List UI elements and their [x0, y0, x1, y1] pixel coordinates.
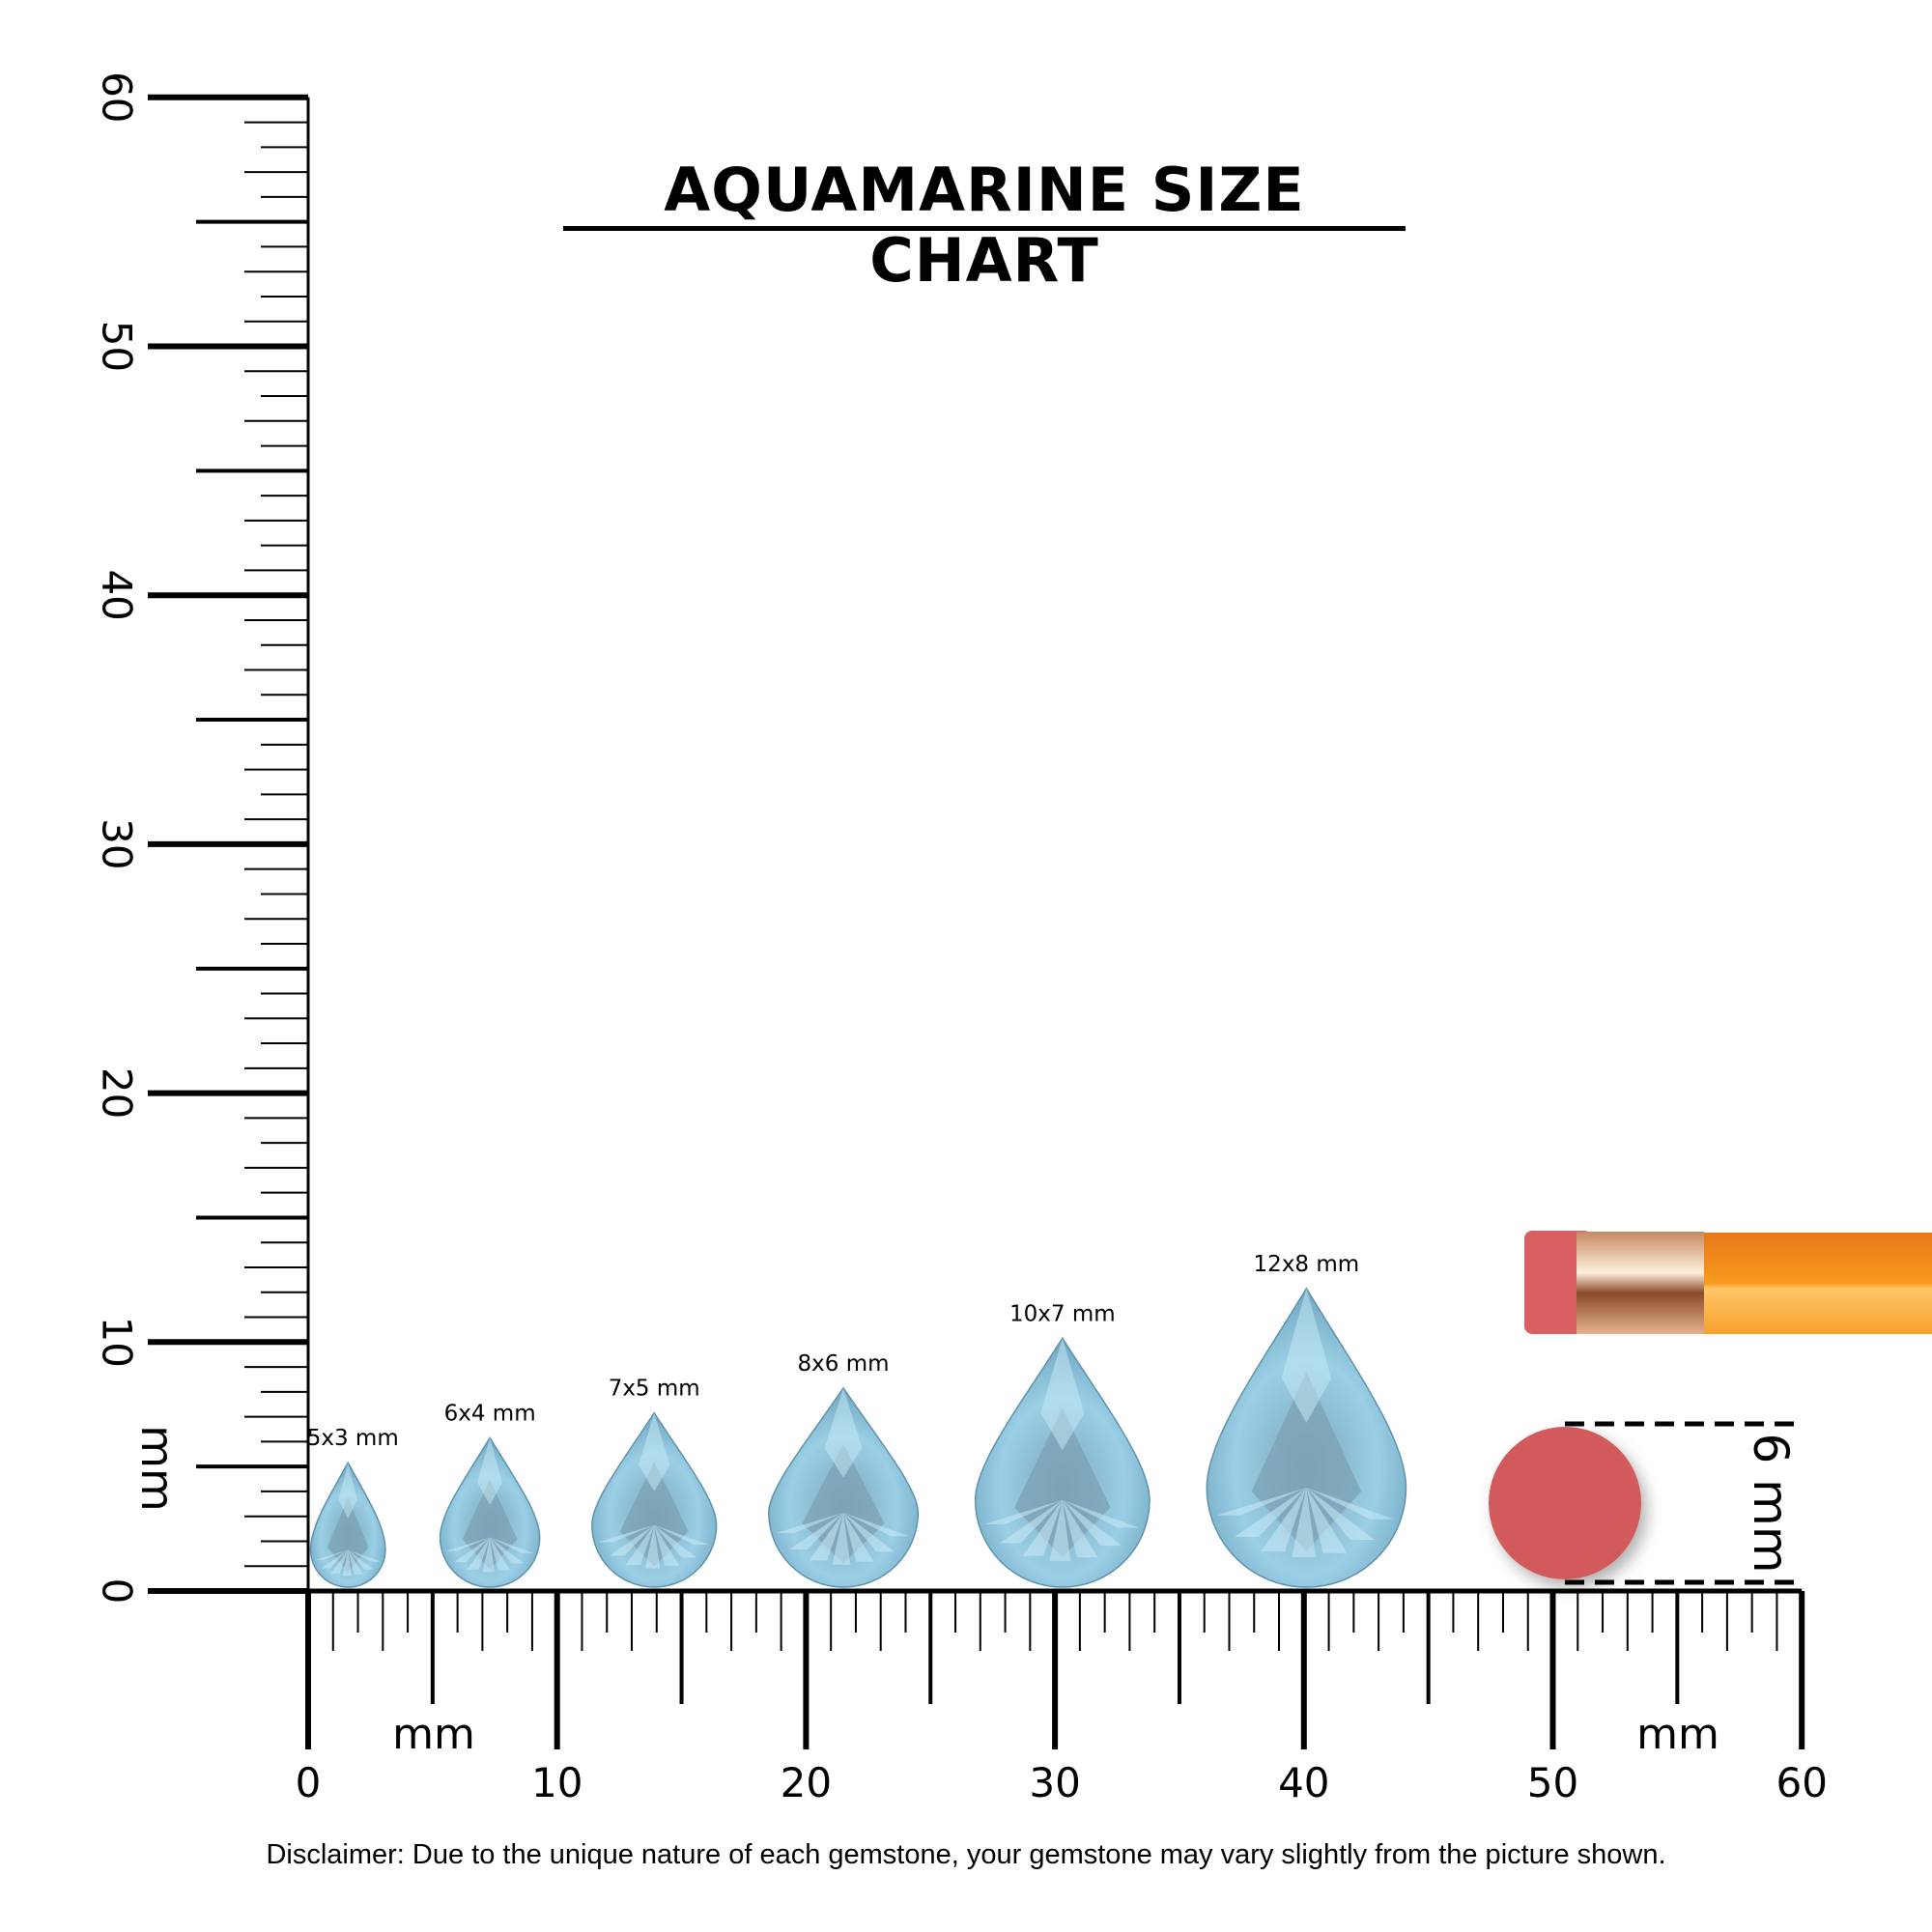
horizontal-tick-label: 10 [531, 1759, 582, 1806]
gem-facet [1040, 1338, 1085, 1451]
gem-facet [1062, 1499, 1122, 1547]
gem-facet [490, 1537, 525, 1564]
horizontal-unit-label: mm [1636, 1710, 1719, 1759]
gem-facet [477, 1437, 503, 1505]
gem-facet [1216, 1487, 1307, 1516]
gem-row: 5x3 mm 6x4 mm 7x5 mm 8x6 mm 10x7 mm 12x8 mm [307, 1252, 1407, 1588]
horizontal-tick-label: 40 [1278, 1759, 1329, 1806]
gem-facet [1261, 1487, 1307, 1552]
pencil-body [1704, 1233, 1932, 1334]
vertical-tick-label: 60 [94, 71, 141, 123]
horizontal-tick-label: 50 [1527, 1759, 1578, 1806]
gem-facet [999, 1499, 1063, 1544]
pencil-image [1524, 1231, 1932, 1334]
gem-facet [348, 1549, 364, 1575]
gem-facet [1281, 1288, 1332, 1423]
gem-facet [824, 1387, 863, 1478]
gem-facet [490, 1537, 534, 1553]
gem-facet [348, 1549, 382, 1562]
gem-facet [832, 1512, 851, 1565]
gem-facet [1306, 1487, 1348, 1553]
vertical-unit-label: mm [131, 1425, 184, 1512]
gem-facet [789, 1512, 844, 1549]
gem-size-label: 7x5 mm [609, 1377, 700, 1402]
gem-facet [1306, 1487, 1394, 1520]
gem-facet [482, 1537, 495, 1573]
gem-facet [609, 1524, 655, 1556]
vertical-tick-label: 50 [94, 321, 141, 372]
gem-size-label: 5x3 mm [307, 1426, 399, 1451]
gem-facet [1062, 1499, 1098, 1558]
disclaimer-text: Disclaimer: Due to the unique nature of … [266, 1839, 1666, 1870]
gem-size-label: 8x6 mm [798, 1351, 890, 1377]
gem-size-label: 12x8 mm [1254, 1252, 1360, 1277]
gem-facet [490, 1537, 511, 1571]
gem-facet [843, 1512, 895, 1552]
gem-facet [453, 1537, 491, 1562]
gem-facet [625, 1524, 655, 1565]
gem-facet [338, 1463, 357, 1520]
horizontal-tick-label: 0 [296, 1759, 322, 1806]
gem-facet [467, 1537, 491, 1570]
gem-facet [342, 1549, 352, 1577]
gem-item: 12x8 mm [1206, 1252, 1407, 1588]
page-title: AQUAMARINE SIZE CHART [664, 155, 1305, 296]
gem-facet [776, 1512, 844, 1534]
gem-facet [1292, 1487, 1316, 1558]
vertical-tick-label: 10 [94, 1317, 141, 1368]
gem-facet [809, 1512, 844, 1561]
gem-facet [330, 1549, 349, 1575]
gem-facet [348, 1549, 374, 1570]
reference-size-label: 6 mm [1743, 1433, 1799, 1573]
gem-facet [654, 1524, 709, 1546]
pencil-ferrule [1577, 1232, 1704, 1334]
gem-facet [843, 1512, 909, 1537]
gem-facet [644, 1524, 661, 1569]
eraser-reference-circle [1489, 1427, 1641, 1579]
vertical-tick-label: 20 [94, 1067, 141, 1119]
gem-item: 8x6 mm [767, 1351, 920, 1588]
vertical-tick-label: 40 [94, 569, 141, 620]
pencil-eraser [1524, 1231, 1592, 1334]
gem-size-label: 6x4 mm [444, 1401, 536, 1426]
horizontal-tick-label: 30 [1029, 1759, 1080, 1806]
gem-facet [654, 1524, 680, 1567]
gem-facet [1235, 1487, 1307, 1537]
gem-item: 6x4 mm [439, 1401, 541, 1588]
horizontal-tick-label: 20 [781, 1759, 832, 1806]
vertical-tick-label: 30 [94, 818, 141, 869]
gem-facet [1022, 1499, 1063, 1556]
gem-item: 5x3 mm [307, 1426, 399, 1588]
gem-facet [1306, 1487, 1375, 1541]
gem-facet [843, 1512, 874, 1562]
horizontal-unit-label: mm [392, 1710, 475, 1759]
gem-facet [598, 1524, 655, 1543]
gem-facet [983, 1499, 1063, 1524]
gem-item: 10x7 mm [974, 1301, 1151, 1588]
horizontal-ruler: 0 10 20 30 40 50 60 mm mm [148, 1588, 1828, 1806]
vertical-ruler: 0 10 20 30 40 50 60 mm [94, 71, 310, 1605]
gem-item: 7x5 mm [591, 1377, 718, 1588]
gem-facet [314, 1549, 349, 1561]
gem-facet [321, 1549, 349, 1569]
gem-facet [444, 1537, 491, 1551]
gem-facet [654, 1524, 697, 1558]
horizontal-tick-label: 60 [1776, 1759, 1827, 1806]
gem-facet [1049, 1499, 1071, 1561]
gem-facet [1062, 1499, 1139, 1528]
title-underline [563, 226, 1406, 231]
vertical-tick-label: 0 [94, 1578, 141, 1605]
gem-size-label: 10x7 mm [1009, 1301, 1116, 1326]
gem-facet [639, 1412, 670, 1492]
